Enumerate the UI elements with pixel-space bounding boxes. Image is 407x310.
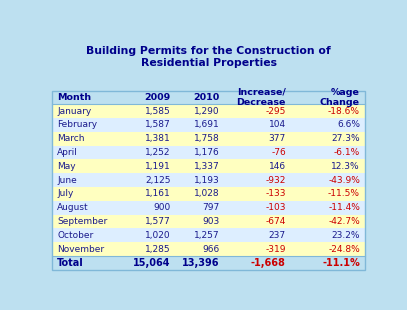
Text: 1,337: 1,337 <box>194 162 220 171</box>
Text: -103: -103 <box>265 203 286 212</box>
Text: February: February <box>57 120 97 129</box>
Text: 1,193: 1,193 <box>194 176 220 185</box>
FancyBboxPatch shape <box>53 159 365 173</box>
Text: 1,257: 1,257 <box>194 231 220 240</box>
Text: -42.7%: -42.7% <box>328 217 360 226</box>
Text: 2009: 2009 <box>144 93 171 102</box>
Text: 1,691: 1,691 <box>194 120 220 129</box>
Text: -11.4%: -11.4% <box>328 203 360 212</box>
Text: November: November <box>57 245 104 254</box>
FancyBboxPatch shape <box>53 118 365 132</box>
Text: 6.6%: 6.6% <box>337 120 360 129</box>
Text: -76: -76 <box>271 148 286 157</box>
Text: 1,290: 1,290 <box>194 107 220 116</box>
Text: September: September <box>57 217 107 226</box>
Text: Building Permits for the Construction of
Residential Properties: Building Permits for the Construction of… <box>86 46 331 68</box>
Text: 146: 146 <box>269 162 286 171</box>
Text: May: May <box>57 162 76 171</box>
Text: October: October <box>57 231 94 240</box>
Text: 2010: 2010 <box>193 93 220 102</box>
Text: -11.1%: -11.1% <box>322 258 360 268</box>
Text: 1,585: 1,585 <box>145 107 171 116</box>
Text: June: June <box>57 176 77 185</box>
FancyBboxPatch shape <box>53 104 365 118</box>
FancyBboxPatch shape <box>53 201 365 215</box>
Text: -11.5%: -11.5% <box>328 189 360 198</box>
FancyBboxPatch shape <box>53 256 365 270</box>
Text: -43.9%: -43.9% <box>328 176 360 185</box>
Text: 1,020: 1,020 <box>145 231 171 240</box>
Text: 13,396: 13,396 <box>182 258 220 268</box>
Text: 903: 903 <box>202 217 220 226</box>
Text: 377: 377 <box>269 134 286 143</box>
FancyBboxPatch shape <box>53 173 365 187</box>
Text: January: January <box>57 107 92 116</box>
Text: August: August <box>57 203 89 212</box>
Text: 1,252: 1,252 <box>145 148 171 157</box>
Text: 1,381: 1,381 <box>145 134 171 143</box>
Text: 1,285: 1,285 <box>145 245 171 254</box>
Text: 1,176: 1,176 <box>194 148 220 157</box>
Text: 1,028: 1,028 <box>194 189 220 198</box>
Text: Month: Month <box>57 93 91 102</box>
FancyBboxPatch shape <box>53 146 365 159</box>
FancyBboxPatch shape <box>53 215 365 228</box>
Text: -24.8%: -24.8% <box>328 245 360 254</box>
Text: %age
Change: %age Change <box>320 88 360 107</box>
Text: July: July <box>57 189 74 198</box>
Text: 1,577: 1,577 <box>145 217 171 226</box>
Text: 23.2%: 23.2% <box>331 231 360 240</box>
Text: 797: 797 <box>202 203 220 212</box>
Text: -319: -319 <box>265 245 286 254</box>
FancyBboxPatch shape <box>53 228 365 242</box>
Text: -18.6%: -18.6% <box>328 107 360 116</box>
Text: 1,191: 1,191 <box>145 162 171 171</box>
Text: 1,758: 1,758 <box>194 134 220 143</box>
Text: -674: -674 <box>265 217 286 226</box>
Text: -133: -133 <box>265 189 286 198</box>
FancyBboxPatch shape <box>53 132 365 146</box>
Text: 27.3%: 27.3% <box>331 134 360 143</box>
Text: Increase/
Decrease: Increase/ Decrease <box>236 88 286 107</box>
Text: 237: 237 <box>269 231 286 240</box>
Text: -6.1%: -6.1% <box>334 148 360 157</box>
Text: 2,125: 2,125 <box>145 176 171 185</box>
Text: 104: 104 <box>269 120 286 129</box>
Text: April: April <box>57 148 78 157</box>
FancyBboxPatch shape <box>53 242 365 256</box>
Text: -932: -932 <box>265 176 286 185</box>
Text: 900: 900 <box>153 203 171 212</box>
Text: -1,668: -1,668 <box>251 258 286 268</box>
Text: 966: 966 <box>202 245 220 254</box>
Text: Total: Total <box>57 258 84 268</box>
FancyBboxPatch shape <box>53 187 365 201</box>
Text: 1,587: 1,587 <box>145 120 171 129</box>
Text: -295: -295 <box>265 107 286 116</box>
FancyBboxPatch shape <box>53 91 365 104</box>
Text: 15,064: 15,064 <box>133 258 171 268</box>
Text: March: March <box>57 134 85 143</box>
Text: 1,161: 1,161 <box>145 189 171 198</box>
Text: 12.3%: 12.3% <box>331 162 360 171</box>
